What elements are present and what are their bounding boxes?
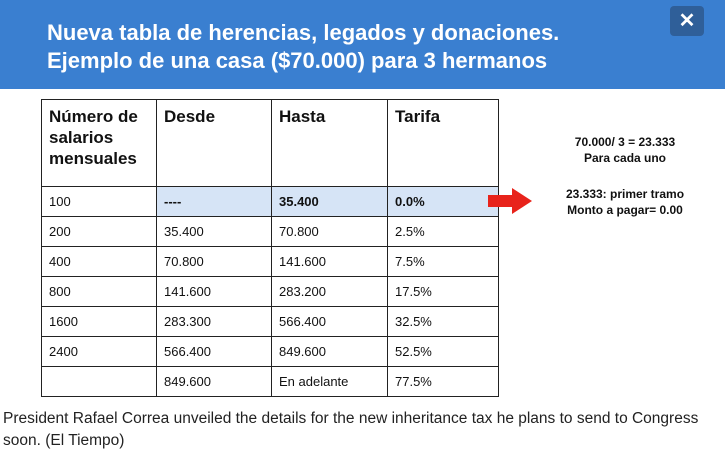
table-cell: 800 [41, 276, 157, 307]
table-cell: 566.400 [271, 306, 388, 337]
header-banner: Nueva tabla de herencias, legados y dona… [0, 0, 725, 89]
column-header: Hasta [271, 99, 388, 187]
table-row: 800 141.600 283.200 17.5% [41, 276, 499, 307]
table-cell: 35.400 [271, 186, 388, 217]
column-header: Tarifa [387, 99, 499, 187]
table-cell: 70.800 [271, 216, 388, 247]
table-cell: 2.5% [387, 216, 499, 247]
result-note: 23.333: primer tramo Monto a pagar= 0.00 [535, 186, 715, 218]
table-row: 200 35.400 70.800 2.5% [41, 216, 499, 247]
table-cell: ---- [156, 186, 272, 217]
table-cell: 100 [41, 186, 157, 217]
table-header-row: Número de salarios mensuales Desde Hasta… [41, 99, 499, 187]
right-arrow-icon [488, 188, 532, 214]
table-cell: 35.400 [156, 216, 272, 247]
table-row: 100 ---- 35.400 0.0% [41, 186, 499, 217]
title-line-2: Ejemplo de una casa ($70.000) para 3 her… [47, 48, 548, 73]
calculation-note: 70.000/ 3 = 23.333 Para cada uno [535, 134, 715, 166]
arrow-shape [488, 188, 532, 214]
table-cell: 2400 [41, 336, 157, 367]
table-cell: 566.400 [156, 336, 272, 367]
calculation-line-1: 70.000/ 3 = 23.333 [574, 135, 676, 149]
column-header: Desde [156, 99, 272, 187]
table-cell: 849.600 [271, 336, 388, 367]
calculation-line-2: Para cada uno [583, 151, 667, 165]
column-header: Número de salarios mensuales [41, 99, 157, 187]
table-cell [41, 366, 157, 397]
table-cell: 849.600 [156, 366, 272, 397]
table-cell: 0.0% [387, 186, 499, 217]
inheritance-tax-table: Número de salarios mensuales Desde Hasta… [41, 99, 499, 397]
table-cell: 7.5% [387, 246, 499, 277]
table-row: 400 70.800 141.600 7.5% [41, 246, 499, 277]
title-line-1: Nueva tabla de herencias, legados y dona… [47, 20, 560, 45]
result-line-1: 23.333: primer tramo [565, 187, 685, 201]
page-title: Nueva tabla de herencias, legados y dona… [47, 19, 647, 75]
table-row: 849.600 En adelante 77.5% [41, 366, 499, 397]
table-cell: 1600 [41, 306, 157, 337]
table-cell: 200 [41, 216, 157, 247]
image-caption: President Rafael Correa unveiled the det… [3, 410, 699, 449]
close-icon: ✕ [678, 10, 696, 32]
table-cell: 141.600 [156, 276, 272, 307]
table-cell: 17.5% [387, 276, 499, 307]
table-cell: 52.5% [387, 336, 499, 367]
table-cell: 70.800 [156, 246, 272, 277]
table-cell: 400 [41, 246, 157, 277]
table-row: 1600 283.300 566.400 32.5% [41, 306, 499, 337]
close-button[interactable]: ✕ [670, 6, 704, 36]
table-cell: 283.200 [271, 276, 388, 307]
table-cell: 283.300 [156, 306, 272, 337]
table-row: 2400 566.400 849.600 52.5% [41, 336, 499, 367]
table-cell: 141.600 [271, 246, 388, 277]
table-cell: En adelante [271, 366, 388, 397]
table-cell: 77.5% [387, 366, 499, 397]
table-cell: 32.5% [387, 306, 499, 337]
result-line-2: Monto a pagar= 0.00 [567, 203, 683, 217]
